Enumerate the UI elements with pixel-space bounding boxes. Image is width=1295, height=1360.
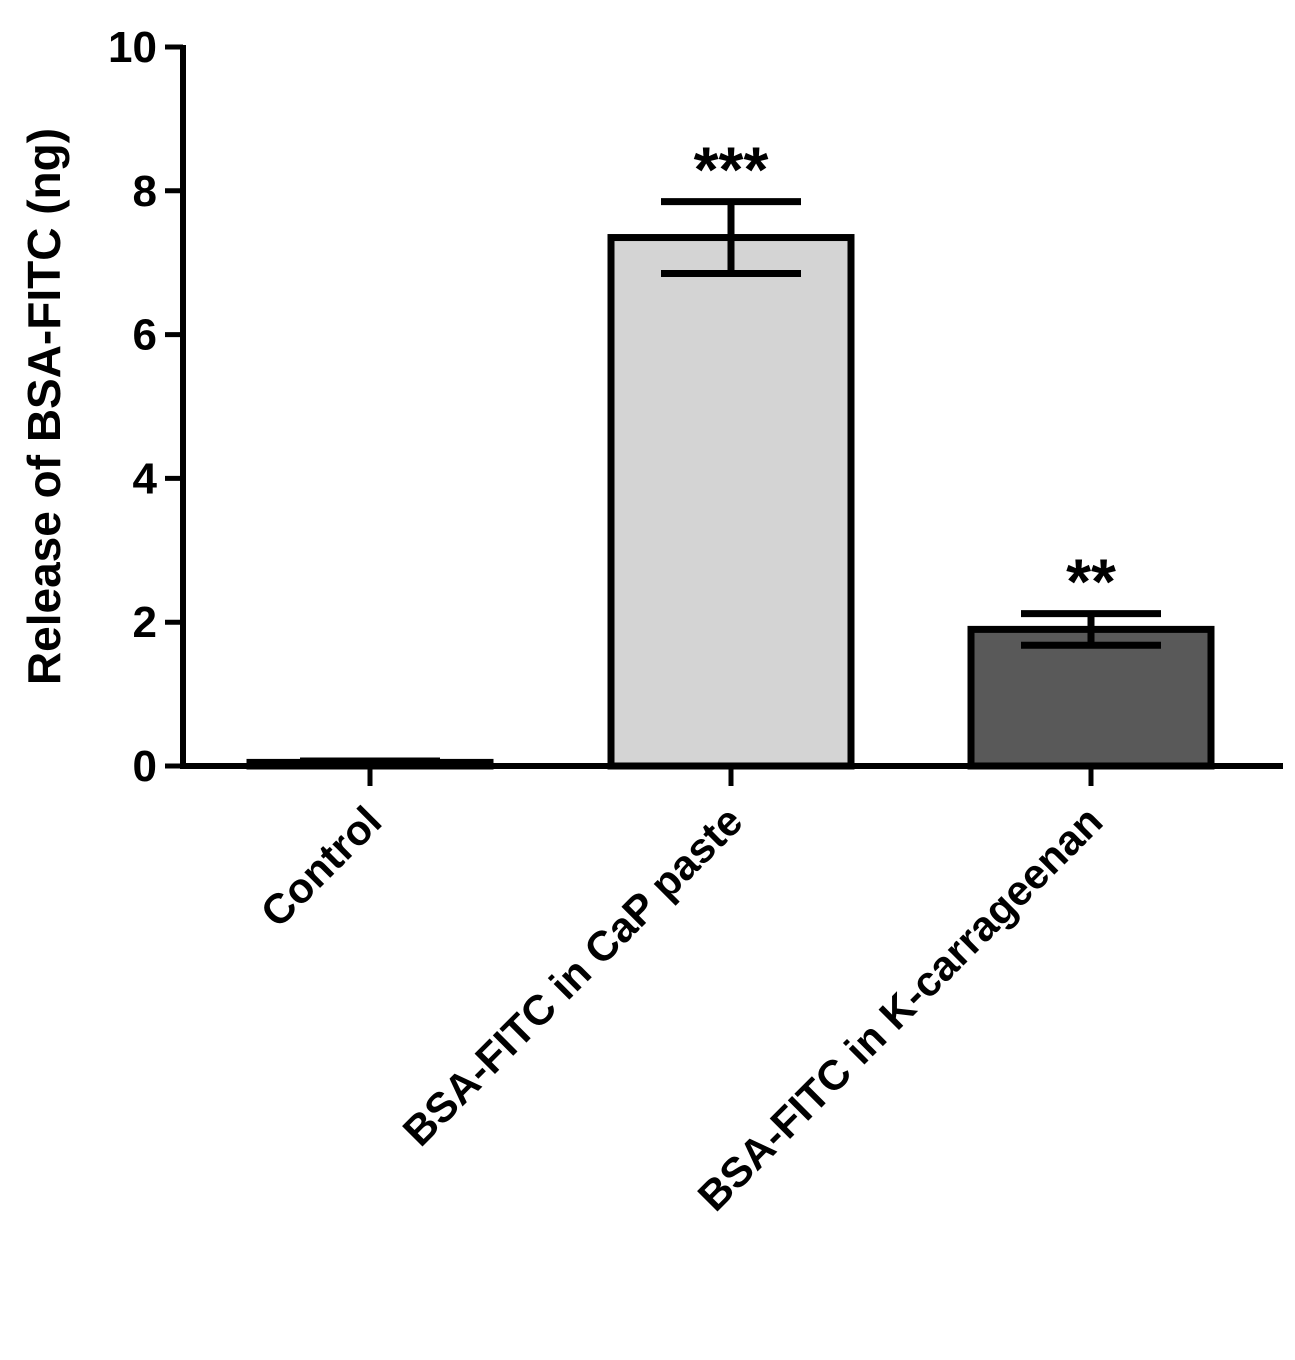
y-tick-label: 0 (133, 742, 157, 791)
y-tick-label: 6 (133, 311, 157, 360)
y-tick-label: 2 (133, 598, 157, 647)
x-category-label: BSA-FITC in K-carrageenan (689, 797, 1112, 1220)
y-tick-label: 8 (133, 167, 157, 216)
x-category-label: Control (252, 797, 391, 936)
y-axis-title: Release of BSA-FITC (ng) (18, 128, 70, 685)
y-tick-label: 4 (133, 454, 158, 503)
significance-label: *** (694, 134, 769, 206)
bars: ***** (246, 134, 1215, 770)
bar (967, 625, 1215, 770)
bar (607, 234, 855, 770)
x-category-label: BSA-FITC in CaP paste (394, 797, 752, 1155)
y-axis-title-group: Release of BSA-FITC (ng) (18, 128, 70, 685)
significance-label: ** (1066, 546, 1116, 618)
y-tick-label: 10 (108, 23, 157, 72)
y-axis: 0 2 4 6 8 10 (108, 23, 186, 791)
